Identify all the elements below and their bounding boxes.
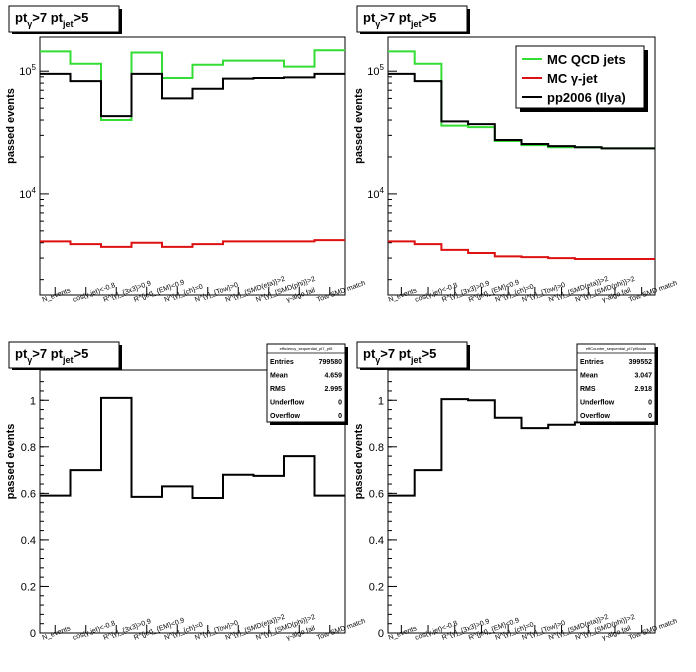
chart-title: ptγ>7 ptjet>5pt_γ>7 pt_jet>5 xyxy=(363,10,436,29)
y-tick-label: 0 xyxy=(378,628,384,640)
panel-bottom-left: 00.20.40.60.81N_events cos(γ,jet)<-0.8R^{… xyxy=(5,341,366,642)
series-line-0 xyxy=(40,49,345,122)
legend-entry: MC QCD jets xyxy=(547,52,626,67)
stats-value: 0 xyxy=(648,400,652,407)
stats-value: 399552 xyxy=(629,359,652,366)
stats-label: Underflow xyxy=(270,400,305,407)
series-line-1 xyxy=(388,240,655,260)
y-tick-label: 1 xyxy=(30,395,36,407)
stats-value: 2.918 xyxy=(634,386,652,393)
title-box-shadow xyxy=(12,368,122,370)
x-tick-label: Tow SMD match xyxy=(628,280,678,304)
title-box xyxy=(8,5,120,33)
y-tick-label: 105 xyxy=(19,63,36,78)
y-tick-label: 0.2 xyxy=(21,581,36,593)
stats-label: Mean xyxy=(580,373,598,380)
y-tick-label: 0.2 xyxy=(369,581,384,593)
title-box-shadow xyxy=(467,345,470,370)
stats-label: Overflow xyxy=(270,413,301,420)
y-tick-label: 0.6 xyxy=(369,488,384,500)
y-axis-title: passed events xyxy=(5,88,17,164)
stats-shadow xyxy=(345,347,348,425)
title-box-shadow xyxy=(467,9,470,34)
plot-frame xyxy=(387,369,656,634)
stats-label: Mean xyxy=(270,373,288,380)
y-tick-label: 104 xyxy=(19,186,36,201)
stats-value: 0 xyxy=(648,413,652,420)
stats-label: RMS xyxy=(270,386,286,393)
y-tick-label: 0.4 xyxy=(21,535,36,547)
legend-entry: MC γ-jet xyxy=(547,71,598,86)
y-axis-title: passed events xyxy=(353,424,365,500)
y-tick-label: 104 xyxy=(367,186,384,201)
chart-title: ptγ>7 ptjet>5pt_γ>7 pt_jet>5 xyxy=(15,10,88,29)
legend-entry: pp2006 (Ilya) xyxy=(547,90,626,105)
stats-value: 0 xyxy=(338,413,342,420)
stats-value: 3.047 xyxy=(634,373,652,380)
stats-header: efficiency_sequential_pt7_pt5 xyxy=(280,346,333,351)
stats-shadow xyxy=(270,422,348,425)
series-line-1 xyxy=(40,239,345,248)
plot-frame xyxy=(39,36,346,296)
x-tick-label: Tow SMD match xyxy=(628,618,678,642)
title-box-shadow xyxy=(12,32,122,34)
stats-box xyxy=(266,343,346,423)
y-tick-label: 105 xyxy=(367,63,384,78)
y-tick-label: 0 xyxy=(30,628,36,640)
y-tick-label: 0.4 xyxy=(369,535,384,547)
panel-bottom-right: 00.20.40.60.81N_eventscos(γ,jet)<-0.8R^{… xyxy=(353,341,678,642)
stats-shadow xyxy=(655,347,658,425)
x-tick-label: Tow SMD match xyxy=(316,618,366,642)
y-axis-title: passed events xyxy=(5,424,17,500)
chart-title: ptγ>7 ptjet>5pt_γ>7 pt_jet>5 xyxy=(15,346,88,365)
stats-label: Overflow xyxy=(580,413,611,420)
stats-value: 4.659 xyxy=(324,373,342,380)
chart-title: ptγ>7 ptjet>5pt_γ>7 pt_jet>5 xyxy=(363,346,436,365)
y-tick-label: 0.8 xyxy=(369,442,384,454)
stats-box xyxy=(576,343,656,423)
plot-frame xyxy=(39,369,346,634)
title-box-shadow xyxy=(119,9,122,34)
stats-label: Entries xyxy=(580,359,604,366)
stats-header: effCounter_sequential_pt7pt5data xyxy=(586,346,647,351)
stats-label: Entries xyxy=(270,359,294,366)
stats-label: Underflow xyxy=(580,400,615,407)
series-line-2 xyxy=(388,72,655,150)
title-box-shadow xyxy=(360,368,470,370)
stats-value: 2.995 xyxy=(324,386,342,393)
series-line-2 xyxy=(40,72,345,118)
x-tick-label: Tow SMD match xyxy=(316,280,366,304)
title-box-shadow xyxy=(119,345,122,370)
stats-value: 0 xyxy=(338,400,342,407)
series-line-0 xyxy=(40,396,345,500)
plot-frame xyxy=(387,36,656,296)
y-axis-title: passed events xyxy=(353,88,365,164)
y-tick-label: 0.8 xyxy=(21,442,36,454)
title-box xyxy=(356,341,468,369)
panel-top-right: 104105N_eventscos(γ,jet)<-0.8R^{γ}_{3x3}… xyxy=(353,5,678,304)
title-box-shadow xyxy=(360,32,470,34)
y-tick-label: 0.6 xyxy=(21,488,36,500)
stats-shadow xyxy=(580,422,658,425)
stats-value: 799580 xyxy=(319,359,342,366)
y-tick-label: 1 xyxy=(378,395,384,407)
stats-label: RMS xyxy=(580,386,596,393)
